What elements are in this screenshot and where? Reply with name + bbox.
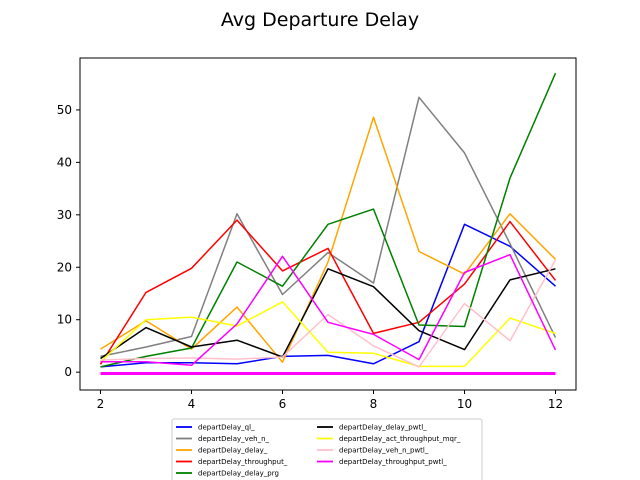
series-line-0 [100, 223, 556, 368]
series-line-1 [100, 96, 557, 358]
x-tick-label: 4 [188, 397, 196, 411]
y-tick-label: 10 [57, 313, 72, 327]
y-tick-label: 40 [57, 155, 72, 169]
series-line-8 [100, 253, 557, 367]
x-tick-label: 12 [548, 397, 563, 411]
y-tick-label: 20 [57, 260, 72, 274]
series-line-11 [100, 372, 556, 375]
x-tick-label: 2 [97, 397, 105, 411]
axes-layer: 2 4 6 8 10 12 0 10 20 30 40 50 [57, 103, 563, 411]
x-tick-label: 10 [457, 397, 472, 411]
legend-label: departDelay_act_throughput_mqr_ [339, 435, 461, 443]
legend-label: departDelay_ql_ [198, 424, 255, 432]
legend-label: departDelay_delay_prg [198, 470, 279, 478]
legend-label: departDelay_delay_pwtl_ [339, 424, 427, 432]
plot-frame [79, 57, 577, 391]
series-line-5 [100, 268, 556, 360]
legend-label: departDelay_throughput_pwtl_ [339, 458, 447, 466]
legend-label: departDelay_throughput_ [198, 458, 288, 466]
legend-label: departDelay_veh_n_ [198, 435, 270, 443]
x-tick-label: 8 [370, 397, 378, 411]
legend-label: departDelay_delay_ [198, 447, 268, 455]
chart-title: Avg Departure Delay [221, 9, 419, 31]
y-tick-label: 30 [57, 208, 72, 222]
series-line-6 [99, 301, 556, 368]
legend-label: departDelay_veh_n_pwtl_ [339, 447, 429, 455]
series-line-3 [99, 219, 557, 365]
y-tick-label: 50 [57, 103, 72, 117]
series-layer [99, 72, 557, 376]
legend: departDelay_ql_ departDelay_veh_n_ departD… [171, 418, 483, 480]
series-line-7 [100, 259, 557, 368]
x-tick-label: 6 [279, 397, 287, 411]
series-line-4 [100, 72, 557, 368]
y-tick-label: 0 [64, 365, 72, 379]
series-line-2 [100, 116, 557, 363]
